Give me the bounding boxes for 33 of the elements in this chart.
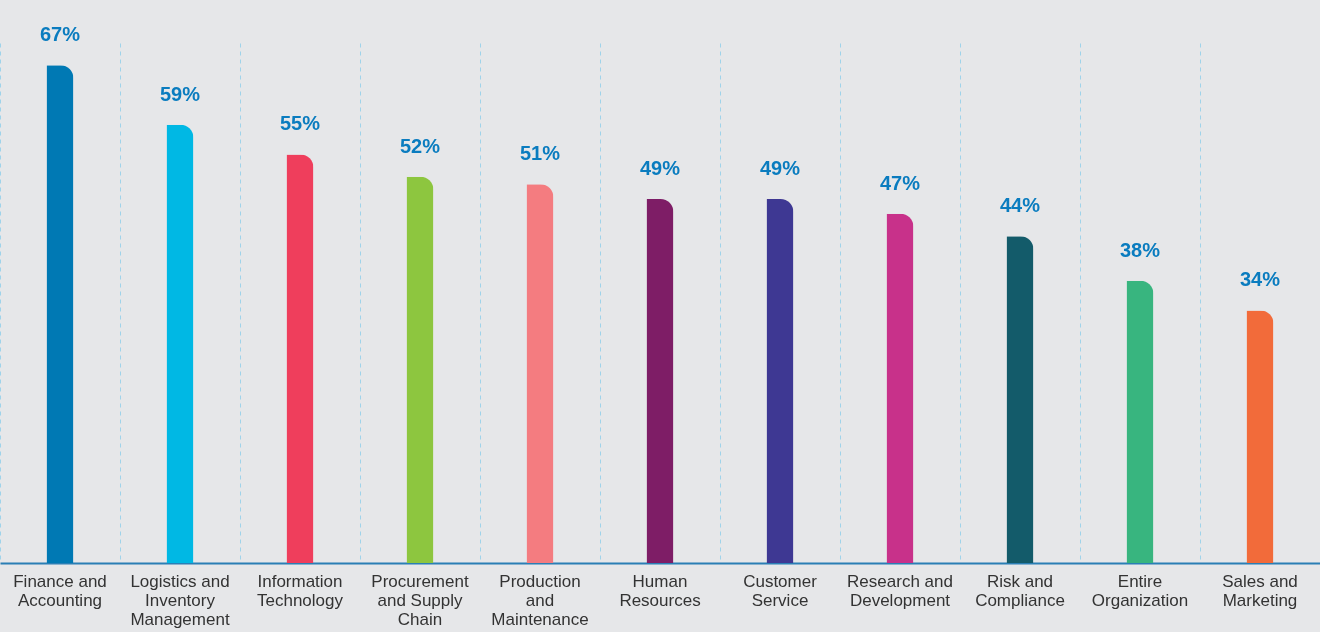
bar <box>646 199 674 563</box>
x-tick-label: Information Technology <box>256 571 344 610</box>
bar <box>1006 236 1034 563</box>
x-tick-label: Sales and Marketing <box>1222 571 1298 610</box>
data-label: 34% <box>1239 268 1281 291</box>
bar <box>286 154 314 563</box>
x-tick-label: Procurement and Supply Chain <box>371 571 469 629</box>
data-label: 67% <box>39 23 81 46</box>
bar <box>766 199 794 563</box>
data-label: 47% <box>879 171 921 194</box>
bar <box>526 184 554 563</box>
bar <box>886 213 914 563</box>
bar <box>1126 280 1154 563</box>
data-label: 51% <box>519 142 561 165</box>
bar <box>1246 310 1274 563</box>
data-label: 49% <box>759 157 801 179</box>
data-label: 49% <box>639 157 681 179</box>
bar <box>46 65 74 563</box>
data-label: 52% <box>399 134 441 157</box>
x-tick-label: Entire Organization <box>1091 571 1189 610</box>
data-label: 38% <box>1119 238 1161 261</box>
data-label: 59% <box>159 82 201 105</box>
x-tick-label: Research and Development <box>847 571 953 610</box>
data-label: 44% <box>999 194 1041 217</box>
bar <box>406 176 434 563</box>
x-tick-label: Human Resources <box>619 571 701 610</box>
data-label: 55% <box>279 112 321 135</box>
x-tick-label: Finance and Accounting <box>13 571 107 610</box>
x-tick-label: Customer Service <box>743 571 818 610</box>
x-tick-label: Production and Maintenance <box>491 571 589 629</box>
bar <box>166 124 194 563</box>
x-tick-label: Risk and Compliance <box>975 571 1065 610</box>
x-tick-label: Logistics and Inventory Management <box>130 571 230 629</box>
